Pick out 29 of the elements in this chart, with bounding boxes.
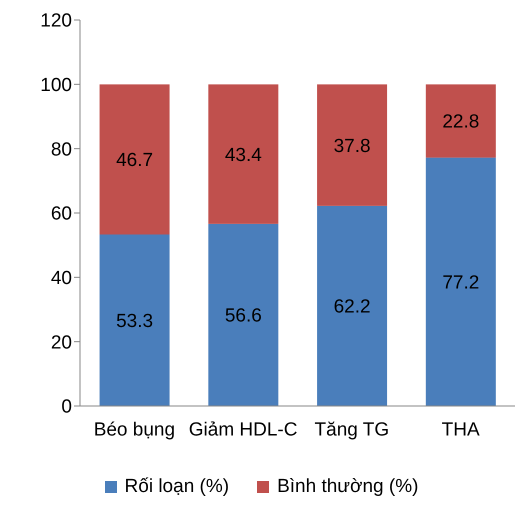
bar [208,84,278,224]
data-label: 56.6 [224,306,262,327]
data-label: 37.8 [334,136,371,157]
data-label: 77.2 [442,272,480,294]
bar [100,234,170,406]
data-label: 43.4 [224,144,262,166]
data-label: 62.2 [334,296,371,318]
bar [100,84,170,235]
data-label: 22.8 [442,112,480,133]
bar [208,224,278,406]
bar [317,206,388,406]
y-tick-label: 80 [50,139,72,160]
legend-label: Bình thường (%) [277,476,418,498]
y-tick-label: 40 [50,268,72,290]
y-tick-label: 20 [50,332,72,354]
y-tick-label: 0 [61,396,72,418]
x-tick-label: Giảm HDL-C [188,419,298,440]
bar [317,84,388,206]
y-tick-label: 60 [50,204,72,225]
x-tick-label: Tăng TG [314,419,390,440]
y-tick-label: 120 [40,10,72,32]
bar [426,84,496,158]
y-tick-label: 100 [40,75,72,96]
data-label: 53.3 [116,311,154,332]
x-tick-label: THA [442,419,480,440]
bar [426,158,496,406]
x-tick-label: Béo bụng [94,419,176,440]
data-label: 46.7 [116,150,154,172]
legend-label: Rối loạn (%) [124,476,230,498]
